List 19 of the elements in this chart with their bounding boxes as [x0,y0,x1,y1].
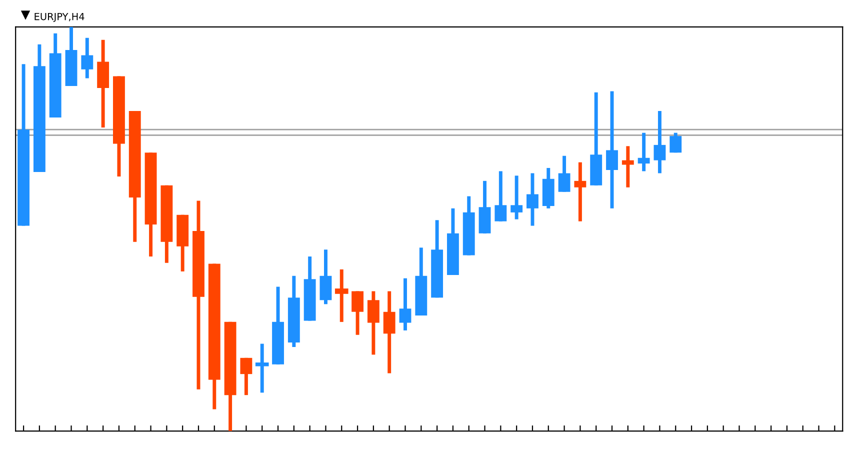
candlestick [606,91,618,208]
candlestick [510,176,523,220]
candlestick [574,162,586,222]
candlestick [367,291,380,355]
candlestick [255,344,269,393]
candlestick [622,146,634,188]
candlestick [399,278,412,330]
candlestick [670,132,682,153]
candlestick [638,132,650,172]
candlestick [526,173,538,226]
candlestick [383,291,396,374]
candlestick [334,269,348,322]
candlestick [558,156,570,192]
chart-title: EURJPY,H4 [34,12,84,22]
candlestick [494,171,507,222]
candlestick [352,291,364,335]
candlestick [240,358,252,396]
candlestick [81,38,94,78]
candlestick [654,110,666,174]
